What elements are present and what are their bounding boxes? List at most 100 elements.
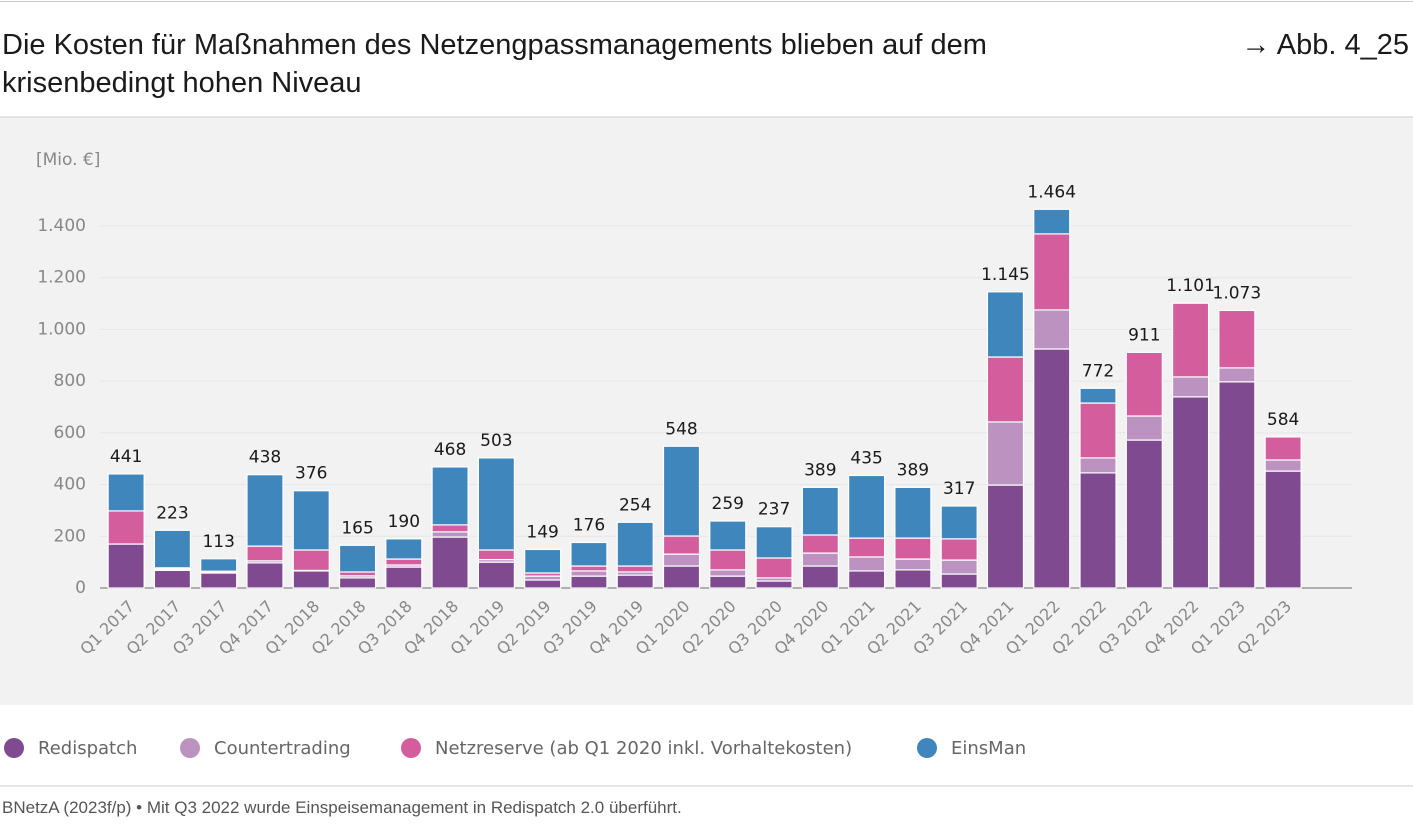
bar-segment: [986, 421, 1025, 486]
bar-segment: [246, 545, 284, 562]
y-axis-label: [Mio. €]: [36, 150, 100, 170]
bar-segment: [246, 562, 284, 589]
bar-segment: [292, 570, 330, 589]
legend-swatch: [180, 738, 200, 758]
bar-segment: [431, 531, 469, 538]
bar-segment: [385, 538, 423, 560]
bar-segment: [153, 529, 192, 569]
bar-segment: [1033, 208, 1071, 235]
bar-segment: [662, 535, 701, 555]
bar-segment: [477, 561, 515, 589]
bar-segment: [940, 559, 978, 575]
total-label: 911: [1128, 325, 1160, 345]
bar-segment: [107, 543, 145, 589]
bar-segment: [570, 541, 608, 567]
bar-segment: [755, 580, 793, 589]
total-label: 149: [526, 522, 558, 542]
total-label: 254: [619, 495, 651, 515]
total-label: 441: [110, 447, 142, 467]
bar-segment: [292, 549, 330, 572]
bar-segment: [894, 486, 932, 539]
bar-segment: [1125, 439, 1163, 589]
total-label: 1.073: [1213, 283, 1262, 303]
bar-segment: [616, 521, 654, 567]
bar-segment: [477, 457, 515, 551]
bar-segment: [848, 474, 886, 539]
bar-segment: [431, 524, 469, 533]
bar-segment: [1171, 376, 1210, 398]
y-tick-label: 1.400: [37, 216, 86, 236]
bar-segment: [1125, 351, 1163, 417]
legend-label: Redispatch: [38, 738, 137, 759]
legend-swatch: [917, 738, 937, 758]
top-rule: [0, 1, 1413, 2]
total-label: 259: [712, 494, 744, 514]
bar-segment: [246, 474, 284, 547]
bar-segment: [801, 486, 839, 536]
bar-segment: [385, 558, 423, 566]
bar-segment: [570, 570, 608, 577]
total-label: 113: [202, 532, 234, 552]
bar-segment: [385, 566, 423, 589]
bar-segment: [570, 565, 608, 572]
bar-segment: [940, 573, 978, 589]
bar-segment: [431, 466, 469, 526]
bar-segment: [153, 569, 192, 589]
bar-segment: [431, 536, 469, 589]
bar-segment: [570, 575, 608, 589]
bar-segment: [848, 537, 886, 558]
total-label: 548: [665, 419, 697, 439]
bar-segment: [709, 575, 747, 589]
source-note: BNetzA (2023f/p) • Mit Q3 2022 wurde Ein…: [2, 798, 682, 817]
bar-segment: [1264, 470, 1302, 589]
bar-segment: [1171, 302, 1210, 378]
bar-segment: [1079, 472, 1117, 589]
bar-segment: [1079, 402, 1117, 459]
bar-segment: [292, 490, 330, 551]
bar-segment: [940, 538, 978, 561]
total-label: 176: [573, 515, 605, 535]
bar-segment: [524, 548, 562, 574]
bar-segment: [986, 291, 1025, 358]
legend-label: Netzreserve (ab Q1 2020 inkl. Vorhalteko…: [435, 738, 852, 759]
total-label: 389: [897, 460, 929, 480]
y-tick-label: 1.000: [37, 319, 86, 339]
y-tick-label: 200: [54, 526, 86, 546]
bar-segment: [1264, 459, 1302, 472]
total-label: 1.101: [1166, 276, 1215, 296]
total-label: 376: [295, 464, 327, 484]
bar-segment: [616, 565, 654, 573]
bar-segment: [1218, 367, 1256, 383]
bar-segment: [940, 505, 978, 540]
bar-segment: [524, 579, 562, 589]
bar-segment: [709, 520, 747, 551]
bar-segment: [755, 557, 793, 579]
bar-segment: [1125, 415, 1163, 441]
total-label: 435: [850, 448, 882, 468]
total-label: 237: [758, 500, 790, 520]
bar-segment: [894, 569, 932, 589]
y-tick-label: 400: [54, 475, 86, 495]
bar-segment: [755, 526, 793, 559]
bar-segment: [986, 356, 1025, 423]
total-label: 772: [1082, 361, 1114, 381]
bar-segment: [1171, 396, 1210, 589]
bar-segment: [200, 572, 238, 589]
y-tick-label: 600: [54, 423, 86, 443]
bar-segment: [338, 544, 377, 573]
total-label: 584: [1267, 410, 1299, 430]
y-tick-label: 800: [54, 371, 86, 391]
bar-segment: [801, 565, 839, 589]
bar-segment: [477, 549, 515, 561]
bar-segment: [1033, 348, 1071, 589]
bar-segment: [107, 510, 145, 545]
bar-segment: [1033, 309, 1071, 350]
bar-segment: [662, 565, 701, 589]
bar-segment: [709, 549, 747, 571]
total-label: 503: [480, 431, 512, 451]
bar-segment: [338, 577, 377, 589]
y-tick-label: 1.200: [37, 268, 86, 288]
bar-segment: [986, 484, 1025, 589]
